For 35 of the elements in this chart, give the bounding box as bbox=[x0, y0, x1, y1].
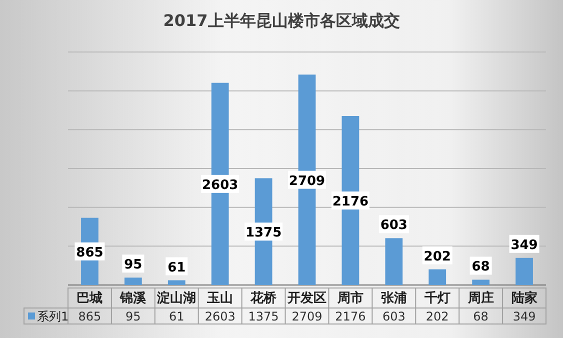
annotation: 95 bbox=[124, 258, 142, 273]
x-tick-label: 锦溪 bbox=[119, 291, 148, 306]
annotation: 349 bbox=[510, 238, 538, 253]
x-tick-label: 张浦 bbox=[380, 291, 407, 306]
chart-title: 2017上半年昆山楼市各区域成交 bbox=[163, 11, 400, 30]
x-tick-label: 淀山湖 bbox=[156, 290, 196, 306]
data-label: 2709 bbox=[292, 310, 322, 324]
annotation: 2176 bbox=[332, 194, 369, 210]
data-label: 2176 bbox=[335, 310, 366, 324]
x-tick-label: 周庄 bbox=[466, 290, 494, 306]
x-tick-label: 周市 bbox=[336, 290, 364, 306]
annotation: 865 bbox=[76, 245, 104, 260]
x-tick-label: 巴城 bbox=[76, 291, 103, 306]
data-label: 61 bbox=[168, 310, 184, 324]
annotation: 68 bbox=[472, 260, 490, 275]
annotation: 2709 bbox=[288, 174, 326, 189]
data-label: 95 bbox=[126, 310, 141, 324]
x-tick-label: 花桥 bbox=[250, 291, 278, 306]
x-tick-label: 千灯 bbox=[423, 290, 450, 306]
data-label: 202 bbox=[426, 310, 449, 324]
data-label: 1375 bbox=[248, 310, 279, 324]
data-label: 865 bbox=[78, 310, 102, 324]
x-tick-label: 开发区 bbox=[286, 291, 326, 306]
data-label: 349 bbox=[512, 310, 536, 324]
annotation: 61 bbox=[168, 260, 186, 276]
data-label: 603 bbox=[382, 310, 406, 324]
legend-label: 系列1 bbox=[37, 310, 69, 324]
annotation: 603 bbox=[380, 218, 408, 234]
data-label: 68 bbox=[473, 310, 488, 324]
data-label: 2603 bbox=[204, 310, 236, 324]
x-tick-label: 陆家 bbox=[511, 290, 538, 306]
x-tick-label: 玉山 bbox=[206, 291, 234, 306]
annotation: 1375 bbox=[245, 226, 282, 241]
annotation: 2603 bbox=[202, 178, 238, 193]
annotation: 202 bbox=[424, 249, 451, 264]
